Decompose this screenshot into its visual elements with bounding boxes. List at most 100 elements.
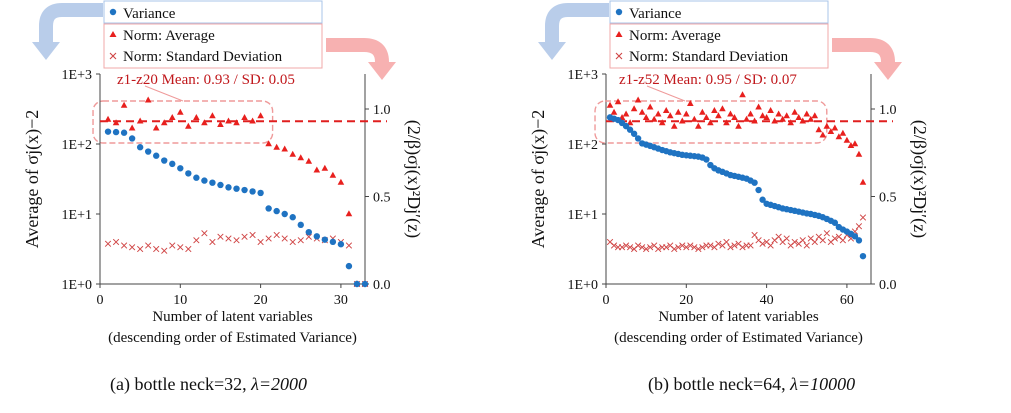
p1-sd-point-43 bbox=[775, 233, 782, 240]
p0-avg-point-20 bbox=[257, 112, 264, 119]
p1-avg-point-6 bbox=[626, 119, 634, 126]
p0-variance-point-9 bbox=[169, 160, 176, 168]
p1-avg-point-21 bbox=[687, 99, 694, 106]
p1-sd-point-37 bbox=[751, 231, 758, 239]
p0-variance-point-8 bbox=[161, 157, 168, 164]
p0-variance-point-1 bbox=[104, 128, 112, 135]
p0-variance-point-22 bbox=[273, 207, 280, 215]
p1-sd-point-23 bbox=[695, 245, 702, 253]
p1-variance-point-62 bbox=[851, 233, 859, 240]
p1-avg-point-36 bbox=[747, 110, 754, 117]
p1-series-group bbox=[606, 91, 867, 260]
p0-legend-label-variance: Variance bbox=[123, 6, 176, 22]
p0-sd-point-15 bbox=[217, 233, 224, 240]
p1-avg-point-16 bbox=[666, 112, 674, 119]
p1-sd-point-36 bbox=[747, 242, 754, 249]
p1-sd-point-24 bbox=[699, 244, 706, 251]
p1-xtick-label-0: 0 bbox=[603, 293, 610, 308]
p1-avg-point-50 bbox=[803, 110, 811, 117]
p0-sd-point-11 bbox=[185, 245, 192, 253]
p1-avg-point-46 bbox=[787, 119, 794, 126]
p1-avg-point-58 bbox=[835, 133, 843, 140]
p0-avg-point-23 bbox=[281, 145, 288, 152]
p0-avg-point-2 bbox=[112, 119, 120, 126]
p0-sd-point-22 bbox=[273, 231, 280, 239]
p1-sd-point-20 bbox=[683, 244, 690, 251]
p1-avg-point-24 bbox=[699, 108, 706, 115]
p0-avg-point-27 bbox=[313, 166, 321, 173]
p1-annotation-text: z1-z52 Mean: 0.95 / SD: 0.07 bbox=[619, 72, 797, 88]
p1-avg-point-47 bbox=[791, 108, 799, 115]
p1-avg-point-41 bbox=[767, 106, 774, 113]
p0-sd-point-24 bbox=[289, 238, 296, 246]
p1-avg-point-9 bbox=[638, 108, 646, 115]
p1-avg-point-32 bbox=[731, 113, 738, 120]
p0-variance-point-19 bbox=[249, 188, 256, 195]
p0-avg-point-8 bbox=[160, 119, 168, 126]
p1-sd-point-41 bbox=[767, 242, 774, 249]
p1-variance-point-7 bbox=[630, 130, 638, 137]
p0-variance-point-14 bbox=[209, 179, 216, 186]
p1-avg-point-26 bbox=[707, 119, 714, 126]
p1-sd-point-55 bbox=[823, 230, 830, 237]
p1-variance-point-63 bbox=[855, 237, 863, 244]
p0-variance-point-20 bbox=[257, 189, 264, 197]
caption-a-prefix: (a) bottle neck=32, bbox=[110, 374, 252, 394]
caption-b-lambda: λ=10000 bbox=[790, 374, 856, 394]
p0-sd-point-20 bbox=[257, 238, 264, 246]
p1-variance-point-57 bbox=[831, 219, 839, 226]
p0-sd-point-10 bbox=[177, 244, 184, 251]
p1-sd-point-10 bbox=[642, 245, 650, 253]
p1-avg-point-59 bbox=[839, 129, 847, 136]
p1-variance-point-37 bbox=[751, 179, 758, 186]
p1-ytick-right-label-2: 1.0 bbox=[879, 103, 897, 118]
p0-avg-point-3 bbox=[120, 101, 128, 108]
p0-arrow-left-head bbox=[32, 42, 60, 60]
p0-sd-point-14 bbox=[209, 238, 216, 246]
p1-sd-point-59 bbox=[839, 237, 847, 244]
chart-panel-a: Variance Norm: Average Norm: Standard Devi… bbox=[22, 0, 424, 346]
p0-variance-point-16 bbox=[225, 184, 232, 191]
p1-annotation-leader bbox=[646, 85, 686, 102]
p1-avg-point-39 bbox=[759, 112, 766, 119]
p0-ylabel-left: Average of σj(x)−2 bbox=[22, 110, 43, 248]
p1-xlabel: Number of latent variables bbox=[658, 309, 819, 325]
p0-variance-point-33 bbox=[361, 280, 369, 288]
p1-sd-point-15 bbox=[663, 244, 670, 251]
p0-legend-marker-norm-avg bbox=[109, 31, 117, 37]
p0-avg-point-12 bbox=[193, 113, 200, 120]
p1-avg-point-48 bbox=[795, 113, 803, 120]
p0-variance-point-18 bbox=[241, 186, 248, 194]
p0-variance-point-4 bbox=[128, 135, 136, 142]
p0-avg-point-1 bbox=[104, 115, 112, 122]
p0-sd-point-25 bbox=[297, 237, 304, 244]
p1-ytick-left-label-3: 1E+3 bbox=[568, 68, 598, 83]
p1-avg-point-8 bbox=[634, 96, 642, 103]
p1-avg-point-1 bbox=[606, 101, 614, 108]
p0-ytick-left-label-2: 1E+2 bbox=[62, 138, 92, 153]
p0-variance-point-5 bbox=[136, 144, 144, 151]
p0-avg-point-13 bbox=[201, 119, 208, 126]
p0-variance-point-2 bbox=[112, 128, 120, 136]
p1-arrow-left-shape bbox=[545, 3, 609, 44]
p0-variance-point-6 bbox=[144, 148, 152, 155]
p1-avg-point-62 bbox=[851, 140, 859, 147]
p0-variance-point-7 bbox=[153, 152, 160, 159]
p1-xtick-label-3: 60 bbox=[840, 293, 854, 308]
p1-sd-point-64 bbox=[859, 214, 867, 221]
p0-variance-point-24 bbox=[289, 214, 296, 221]
p0-sd-point-19 bbox=[249, 231, 256, 239]
p1-xtick-label-2: 40 bbox=[760, 293, 774, 308]
p1-sd-point-11 bbox=[647, 244, 654, 251]
p1-avg-point-40 bbox=[763, 113, 770, 120]
p1-avg-point-12 bbox=[650, 115, 658, 122]
p1-sd-point-8 bbox=[634, 242, 642, 249]
p0-avg-point-11 bbox=[185, 122, 192, 129]
p1-avg-point-27 bbox=[711, 106, 718, 113]
p1-avg-point-64 bbox=[859, 178, 867, 185]
p1-sd-point-34 bbox=[739, 244, 746, 251]
p1-sd-point-17 bbox=[671, 245, 678, 253]
p1-sd-point-45 bbox=[783, 235, 790, 242]
p0-avg-point-17 bbox=[233, 119, 240, 126]
p0-avg-point-25 bbox=[297, 154, 305, 161]
